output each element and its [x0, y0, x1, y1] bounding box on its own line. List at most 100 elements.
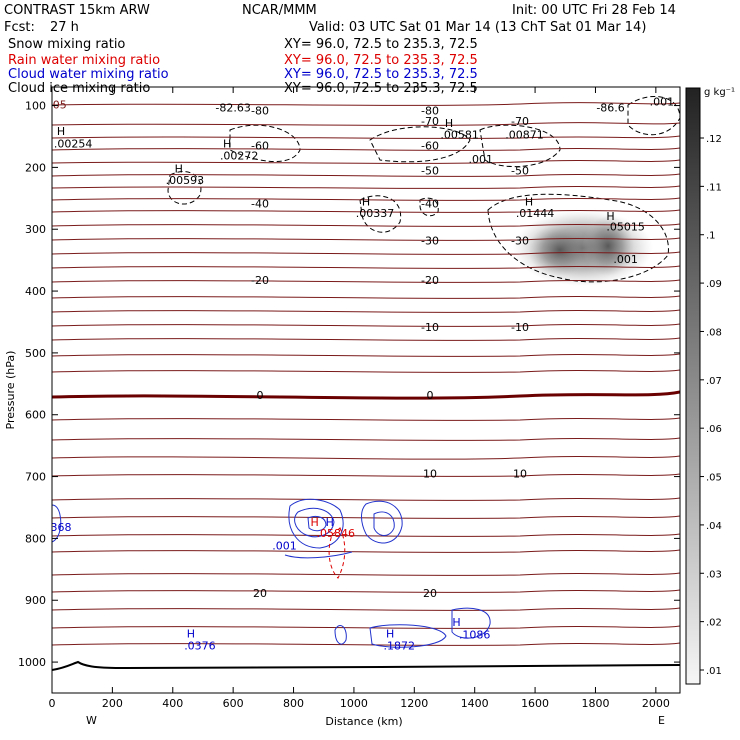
valid-time: Valid: 03 UTC Sat 01 Mar 14 (13 ChT Sat …	[309, 20, 646, 35]
temperature-contour-label: -70	[511, 115, 529, 128]
temperature-lines	[52, 102, 680, 646]
colorbar-tick-label: .02	[706, 618, 722, 629]
annotation-label: H	[445, 117, 453, 130]
annotation-label: .00871	[505, 128, 544, 141]
field-name-cloudwater: Cloud water mixing ratio	[8, 67, 169, 82]
temperature-contour-label: -60	[421, 140, 439, 153]
temperature-contour-label: -20	[251, 274, 269, 287]
y-tick-label: 1000	[18, 656, 46, 669]
fcst-value: 27 h	[50, 20, 79, 35]
y-axis-label: Pressure (hPa)	[4, 351, 17, 430]
temperature-contour-label: 10	[423, 467, 437, 480]
annotation-label: .0376	[184, 640, 216, 653]
annotation-label: .1086	[459, 629, 491, 642]
annotation-label: .00581	[440, 128, 479, 141]
y-tick-label: 100	[25, 100, 46, 113]
x-tick-label: 800	[283, 697, 304, 710]
temperature-contour-label: -80	[251, 104, 269, 117]
fcst-label: Fcst:	[4, 20, 35, 35]
colorbar-tick-label: .01	[706, 666, 722, 677]
x-tick-label: 2000	[642, 697, 670, 710]
colorbar-tick-label: .09	[706, 279, 722, 290]
plot-frame	[51, 86, 681, 694]
temperature-contour-label: 10	[513, 467, 527, 480]
colorbar-tick-label: .07	[706, 376, 722, 387]
temperature-contour-label: -40	[421, 197, 439, 210]
annotation-label: .001	[272, 540, 297, 553]
annotation-label: .1872	[383, 640, 415, 653]
colorbar-tick-label: .08	[706, 327, 722, 338]
colorbar-tick-label: .12	[706, 134, 722, 145]
x-left-end-label: W	[86, 714, 97, 727]
colorbar-tick-label: .06	[706, 424, 722, 435]
annotation-label: .01444	[516, 207, 555, 220]
x-tick-label: 1400	[461, 697, 489, 710]
annotation-label: H	[326, 516, 334, 529]
y-tick-label: 700	[25, 471, 46, 484]
annotation-label: H	[311, 516, 319, 529]
temperature-contour-label: -60	[251, 140, 269, 153]
temperature-contour-label: -10	[511, 321, 529, 334]
colorbar-tick-label: .1	[706, 231, 716, 242]
rain-contour	[328, 527, 346, 579]
x-tick-label: 600	[223, 697, 244, 710]
x-tick-label: 400	[162, 697, 183, 710]
field-legend: Snow mixing ratio XY= 96.0, 72.5 to 235.…	[8, 37, 478, 96]
colorbar: g kg⁻¹ .12 .11 .1 .09 .08 .07 .06 .05 .04 .03 .02.…	[685, 87, 735, 685]
annotation-label: H	[606, 210, 614, 223]
annotation-label: -86.6	[596, 102, 624, 115]
temperature-contour-label: 0	[427, 389, 434, 402]
annotation-label: .05846	[317, 527, 356, 540]
y-tick-label: 500	[25, 347, 46, 360]
x-axis-label: Distance (km)	[325, 715, 402, 728]
annotation-label: H	[57, 125, 65, 138]
field-xy-cloudice: XY= 96.0, 72.5 to 235.3, 72.5	[284, 81, 478, 96]
annotation-label: H	[175, 162, 183, 175]
annotation-label: .001	[468, 153, 493, 166]
annotation-label: H	[386, 627, 394, 640]
annotation-label: .05015	[606, 220, 645, 233]
temperature-contour-label: 0	[257, 389, 264, 402]
init-time: Init: 00 UTC Fri 28 Feb 14	[512, 3, 676, 18]
zero-isotherm	[52, 390, 680, 400]
y-tick-label: 800	[25, 532, 46, 545]
colorbar-tick-label: .03	[706, 569, 722, 580]
temperature-contour-label: -10	[421, 321, 439, 334]
temperature-contour-label: -50	[511, 164, 529, 177]
annotation-label: .001	[613, 253, 638, 266]
y-tick-label: 600	[25, 409, 46, 422]
colorbar-ticks: .12 .11 .1 .09 .08 .07 .06 .05 .04 .03 .02 .01	[700, 134, 722, 677]
y-tick-label: 300	[25, 223, 46, 236]
field-name-cloudice: Cloud ice mixing ratio	[8, 81, 150, 96]
x-right-end-label: E	[658, 714, 665, 727]
temperature-contour-label: 20	[423, 587, 437, 600]
temperature-contour-label: -40	[251, 197, 269, 210]
model-title: CONTRAST 15km ARW	[4, 3, 150, 18]
temperature-contour-label: -70	[421, 115, 439, 128]
annotation-label: .05	[49, 99, 67, 112]
field-xy-rain: XY= 96.0, 72.5 to 235.3, 72.5	[284, 53, 478, 68]
annotation-label: H	[362, 196, 370, 209]
field-xy-snow: XY= 96.0, 72.5 to 235.3, 72.5	[284, 37, 478, 52]
temperature-contour-label: 20	[253, 587, 267, 600]
x-tick-label: 0	[49, 697, 56, 710]
terrain-line	[52, 660, 680, 671]
x-tick-label: 200	[102, 697, 123, 710]
temperature-contour-label: -30	[421, 234, 439, 247]
y-tick-label: 400	[25, 285, 46, 298]
plot-area: -80 -80-70 -70-60 -60-50 -50-40 -40-30 -30-20-…	[49, 96, 680, 671]
colorbar-tick-label: .04	[706, 521, 722, 532]
field-name-rain: Rain water mixing ratio	[8, 53, 160, 68]
field-name-snow: Snow mixing ratio	[8, 37, 125, 52]
x-axis: 0 200 400 600 800 1000 1200 1400 1600 1800 2000	[49, 87, 670, 710]
temperature-contour-label: -20	[421, 274, 439, 287]
x-tick-label: 1000	[340, 697, 368, 710]
annotation-label: H	[187, 627, 195, 640]
annotation-label: .00254	[54, 138, 93, 151]
annotation-label: .00593	[166, 174, 205, 187]
annotation-label: -82.63	[215, 102, 250, 115]
temperature-contour-label: -50	[421, 164, 439, 177]
temperature-contour-label: -30	[511, 234, 529, 247]
